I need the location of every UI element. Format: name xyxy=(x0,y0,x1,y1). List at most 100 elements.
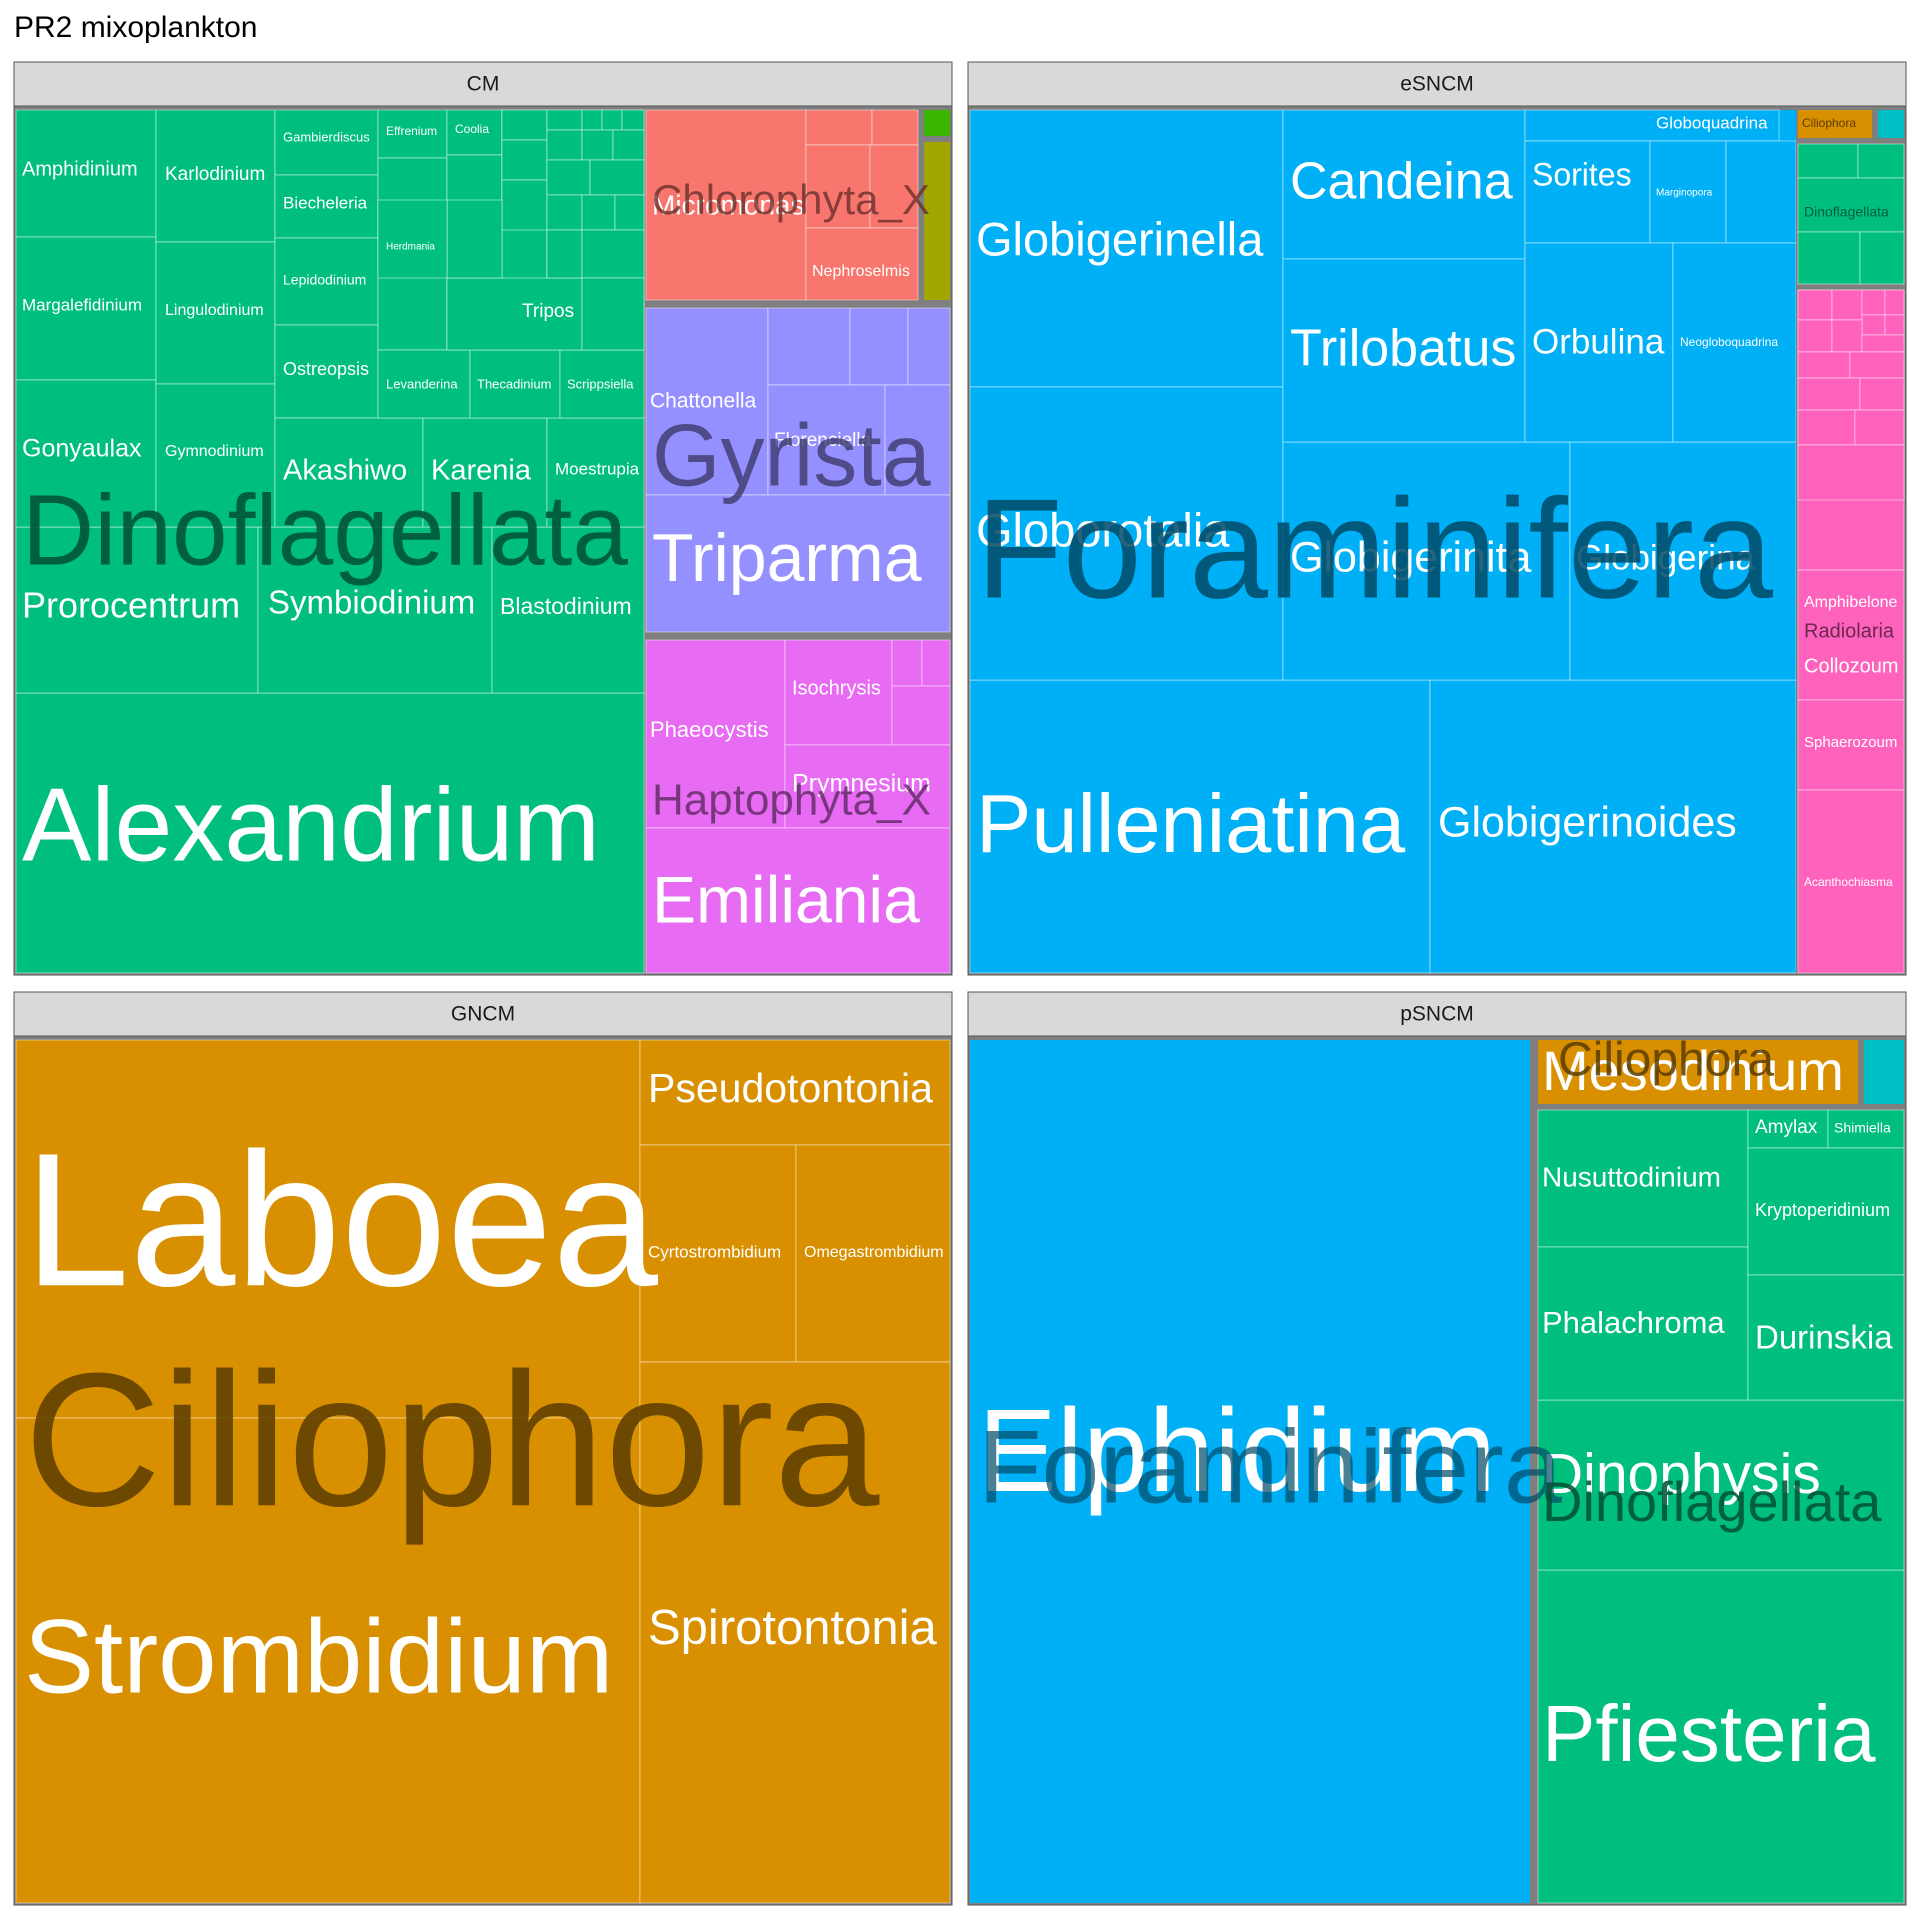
tile-small-cyan xyxy=(1864,1040,1904,1104)
tile-genus-small xyxy=(581,277,645,351)
tile-globigerina xyxy=(1569,441,1797,681)
tile-g4 xyxy=(884,384,951,496)
genus-label: Sorites xyxy=(1532,156,1632,192)
genus-label: Karlodinium xyxy=(165,164,265,185)
genus-label: Akashiwo xyxy=(283,455,407,487)
genus-label: Sphaerozoum xyxy=(1804,734,1897,751)
genus-label: Pulleniatina xyxy=(976,777,1406,870)
tile-d3 xyxy=(1797,177,1905,233)
tile-micromonas xyxy=(645,109,807,301)
tile-d5 xyxy=(1859,231,1905,285)
group-label: Ciliophora xyxy=(1558,1034,1774,1087)
tile-r-small xyxy=(1854,409,1905,446)
tile-blastodinium xyxy=(491,526,645,694)
tile-genus-small xyxy=(546,229,583,279)
genus-label: Tripos xyxy=(522,301,574,322)
genus-label: Coolia xyxy=(455,122,489,136)
genus-label: Candeina xyxy=(1290,153,1513,211)
tile-gymnodinium xyxy=(155,383,276,528)
tile-dinophysis xyxy=(1537,1399,1905,1571)
tile-isochrysis xyxy=(784,639,893,746)
genus-label: Moestrupia xyxy=(555,459,640,478)
tile-globigerinella xyxy=(969,109,1284,388)
genus-label: Scrippsiella xyxy=(567,376,634,391)
group-label: Ciliophora xyxy=(1802,116,1856,130)
genus-label: Symbiodinium xyxy=(268,584,475,621)
facet-strip xyxy=(967,61,1907,107)
tile-omegastrombidium xyxy=(795,1144,951,1363)
tile-scrippsiella xyxy=(559,349,645,419)
tile-alexandrium xyxy=(15,692,645,974)
facet-strip-label: pSNCM xyxy=(1400,1003,1474,1026)
tile-genus-small xyxy=(601,109,623,131)
genus-label: Lingulodinium xyxy=(165,302,264,319)
tile-thecadinium xyxy=(469,349,561,419)
genus-label: Dinophysis xyxy=(1542,1442,1821,1506)
tile-prymnesium xyxy=(784,744,951,829)
group-label: Dinoflagellata xyxy=(1542,1470,1882,1533)
tile-d4 xyxy=(1797,231,1861,285)
tile-genus-small xyxy=(446,199,503,279)
tile-tripos xyxy=(446,277,583,351)
tile-r-small xyxy=(1884,289,1905,316)
tile-sphaerozoum xyxy=(1797,569,1905,701)
tile-genus-small xyxy=(546,109,583,131)
tile-spirotontonia xyxy=(639,1361,951,1904)
genus-label: Chattonella xyxy=(650,390,757,413)
tile-globorotalia xyxy=(969,386,1284,681)
genus-label: Prymnesium xyxy=(792,770,931,798)
genus-label: Isochrysis xyxy=(792,677,881,699)
tile-r-small xyxy=(1797,444,1905,501)
group-ciliophora xyxy=(1798,110,1872,138)
tile-d1 xyxy=(1797,143,1859,179)
figure-title: PR2 mixoplankton xyxy=(14,11,257,44)
group-foraminifera xyxy=(970,1040,1530,1903)
tile-karenia xyxy=(422,417,548,528)
genus-label: Nephroselmis xyxy=(812,263,910,280)
genus-label: Gymnodinium xyxy=(165,443,264,460)
genus-label: Elphidium xyxy=(978,1385,1496,1517)
tile-r-small xyxy=(1797,409,1856,446)
tile-lingulodinium xyxy=(155,241,276,385)
tile-moestrupia xyxy=(546,417,645,528)
group-ciliophora xyxy=(1538,1040,1858,1104)
tile-small-cyan xyxy=(1878,110,1904,138)
genus-label: Trilobatus xyxy=(1290,320,1516,378)
tile-orbulina xyxy=(1524,242,1674,443)
tile-neogloboquadrina xyxy=(1672,242,1797,443)
tile-g2 xyxy=(849,307,909,386)
tile-amylax xyxy=(1747,1109,1829,1149)
group-label: Dinoflagellata xyxy=(22,474,628,586)
tile-collozoum xyxy=(1797,699,1905,791)
tile-genus-small xyxy=(501,109,548,141)
genus-label: Pseudotontonia xyxy=(648,1065,933,1111)
facet-strip xyxy=(13,991,953,1037)
tile-r-small xyxy=(1831,319,1863,353)
tile-prorocentrum xyxy=(15,526,259,694)
tile-r1 xyxy=(805,109,873,146)
tile-genus-small xyxy=(581,129,614,161)
genus-label: Omegastrombidium xyxy=(804,1244,944,1261)
tile-pseudotontonia xyxy=(639,1039,951,1146)
facet-strip-label: eSNCM xyxy=(1400,73,1474,96)
genus-label: Spirotontonia xyxy=(648,1601,938,1655)
group-label: Haptophyta_X xyxy=(652,776,931,825)
genus-label: Alexandrium xyxy=(22,767,600,883)
tile-r-small xyxy=(1861,334,1905,353)
tile-genus-small xyxy=(546,129,583,161)
tile-r-small xyxy=(1797,289,1833,321)
genus-label: Ostreopsis xyxy=(283,359,369,379)
genus-label: Thecadinium xyxy=(477,376,551,391)
tile-r-small xyxy=(1884,314,1905,336)
group-label: Foraminifera xyxy=(978,1409,1562,1525)
tile-d2 xyxy=(1857,143,1905,179)
tile-ostreopsis xyxy=(274,324,379,419)
tile-genus-small xyxy=(581,229,645,279)
group-label: Chlorophyta_X xyxy=(652,176,930,223)
tile-chattonella xyxy=(645,307,769,496)
tile-emiliania xyxy=(645,827,951,974)
tile-genus-small xyxy=(621,109,645,131)
genus-label: Strombidium xyxy=(24,1599,613,1716)
tile-r-small xyxy=(1849,351,1905,379)
